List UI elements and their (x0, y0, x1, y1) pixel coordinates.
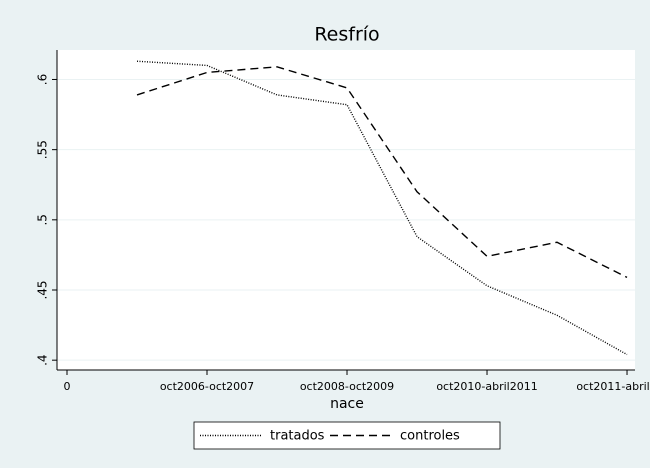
y-tick-label: .55 (36, 140, 50, 159)
chart-title: Resfrío (314, 24, 379, 46)
y-tick-label: .4 (36, 354, 50, 365)
plot-area (57, 50, 635, 370)
x-tick-label: oct2011-abril2012 (576, 380, 650, 393)
legend-label: controles (400, 429, 460, 444)
y-tick-label: .45 (36, 280, 50, 299)
x-tick-label: oct2010-abril2011 (436, 380, 537, 393)
line-series (136, 66, 628, 278)
x-tick-label: 0 (64, 380, 71, 393)
x-tick-label: oct2008-oct2009 (300, 380, 394, 393)
x-axis-label: nace (330, 396, 364, 412)
y-tick-label: .6 (36, 74, 50, 85)
line-series (136, 60, 628, 356)
legend-label: tratados (270, 429, 325, 444)
x-tick-label: oct2006-oct2007 (160, 380, 254, 393)
y-tick-label: .5 (36, 214, 50, 225)
